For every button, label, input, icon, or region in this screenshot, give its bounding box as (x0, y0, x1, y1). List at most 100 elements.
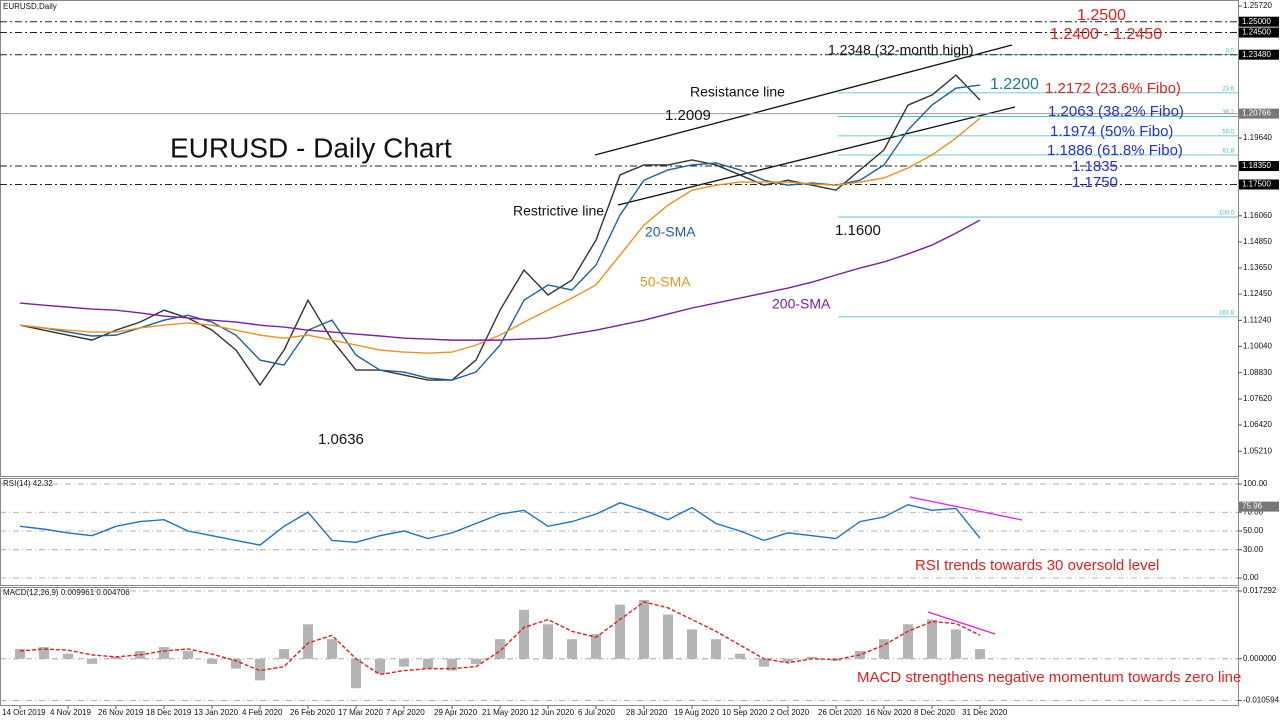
annotation: RSI trends towards 30 oversold level (915, 557, 1159, 574)
annotation: 1.2063 (38.2% Fibo) (1048, 103, 1184, 120)
x-tick-label: 16 Nov 2020 (866, 708, 912, 717)
fibo-label: 50.0 (1222, 129, 1234, 135)
series-line (19, 74, 981, 387)
y-tick-label: 1.19640 (1243, 133, 1272, 142)
bar (495, 639, 505, 659)
fibo-label: 23.6 (1222, 86, 1234, 92)
y-tick-label: 1.14850 (1243, 237, 1272, 246)
y-tick-label: 50.00 (1243, 526, 1264, 535)
level-box (1239, 49, 1279, 60)
x-tick-label: 26 Nov 2019 (98, 708, 144, 717)
x-tick-label: 17 Mar 2020 (338, 708, 383, 717)
annotation: 1.2009 (665, 107, 711, 124)
level-box (1239, 179, 1279, 190)
y-tick-label: 1.25720 (1243, 1, 1272, 10)
bar (159, 647, 169, 659)
x-tick-label: 26 Oct 2020 (818, 708, 862, 717)
annotation: 1.2500 (1077, 7, 1126, 24)
y-tick-label: 0.017292 (1243, 586, 1277, 595)
bar (399, 658, 409, 667)
restrictive-line (617, 106, 1016, 206)
bar (735, 653, 745, 659)
bar (87, 658, 97, 664)
annotation: 1.1886 (61.8% Fibo) (1047, 142, 1183, 159)
series-line (19, 502, 981, 546)
y-tick-label: 1.07620 (1243, 394, 1272, 403)
series-line (19, 117, 981, 354)
bar (759, 658, 769, 667)
series-label: 20-SMA (645, 224, 696, 240)
bar (663, 614, 673, 659)
annotation: 1.2400 - 1.2450 (1050, 26, 1162, 43)
rsi-panel (0, 478, 1239, 586)
bar (255, 658, 265, 681)
x-tick-label: 12 Jun 2020 (530, 708, 575, 717)
annotation: 1.0636 (318, 431, 364, 448)
fibo-label: 161.8 (1219, 310, 1235, 316)
bar (615, 604, 625, 659)
bar (927, 619, 937, 659)
x-tick-label: 28 Jul 2020 (626, 708, 668, 717)
series-line (19, 219, 981, 341)
level-label: 1.24500 (1242, 28, 1271, 37)
series-label: 200-SMA (772, 296, 831, 312)
fibo-label: 100.0 (1219, 211, 1235, 217)
heading: EURUSD - Daily Chart (170, 132, 452, 163)
price-title: EURUSD,Daily (3, 2, 57, 11)
trend-lines (594, 44, 1023, 635)
level-label: 1.17500 (1242, 180, 1271, 189)
bar (63, 653, 73, 659)
bar (639, 599, 649, 659)
bar (591, 634, 601, 659)
bar (711, 639, 721, 659)
macd-trend-line (927, 611, 996, 635)
bar (111, 656, 121, 659)
annotation: 1.1750 (1072, 174, 1118, 191)
resistance-line (594, 44, 1013, 156)
x-tick-label: 14 Oct 2019 (2, 708, 46, 717)
fibo-label: 0.0 (1226, 48, 1235, 54)
bar (423, 658, 433, 669)
y-tick-label: 1.16060 (1243, 211, 1272, 220)
bar (975, 649, 985, 659)
bar (15, 649, 25, 659)
fibo-label: 61.8 (1222, 149, 1234, 155)
x-tick-label: 31 Dec 2020 (962, 708, 1008, 717)
bar (687, 629, 697, 659)
level-label: 1.18350 (1242, 161, 1271, 170)
x-tick-label: 18 Dec 2019 (146, 708, 192, 717)
annotation: 1.1835 (1072, 158, 1118, 175)
bar (567, 639, 577, 659)
x-tick-label: 2 Oct 2020 (770, 708, 810, 717)
rsi-trend-line (909, 496, 1023, 521)
y-tick-label: 1.06420 (1243, 420, 1272, 429)
bar (879, 639, 889, 659)
annotation: 1.2172 (23.6% Fibo) (1045, 80, 1181, 97)
annotation: 1.2348 (32-month high) (828, 42, 974, 58)
annotation: Restrictive line (513, 203, 604, 219)
x-tick-label: 7 Apr 2020 (386, 708, 425, 717)
bar (279, 649, 289, 659)
bar (327, 639, 337, 659)
annotation: Resistance line (690, 84, 785, 100)
x-tick-label: 13 Jan 2020 (194, 708, 239, 717)
x-tick-label: 6 Jul 2020 (578, 708, 615, 717)
y-tick-label: 100.00 (1243, 479, 1268, 488)
y-tick-label: 0.00 (1243, 573, 1259, 582)
bar (303, 624, 313, 659)
level-label: 1.23480 (1242, 50, 1271, 59)
level-box (1239, 27, 1279, 38)
y-tick-label: 1.05210 (1243, 446, 1272, 455)
y-tick-label: 1.10040 (1243, 342, 1272, 351)
x-tick-label: 26 Feb 2020 (290, 708, 335, 717)
level-label: 1.20766 (1242, 109, 1271, 118)
bar (39, 647, 49, 659)
annotation: 1.2200 (990, 76, 1039, 93)
bar (447, 658, 457, 671)
level-label: 1.25000 (1242, 17, 1271, 26)
series-label: 50-SMA (640, 274, 691, 290)
bar (543, 624, 553, 659)
macd-panel (0, 587, 1239, 706)
price-panel (0, 0, 1239, 477)
